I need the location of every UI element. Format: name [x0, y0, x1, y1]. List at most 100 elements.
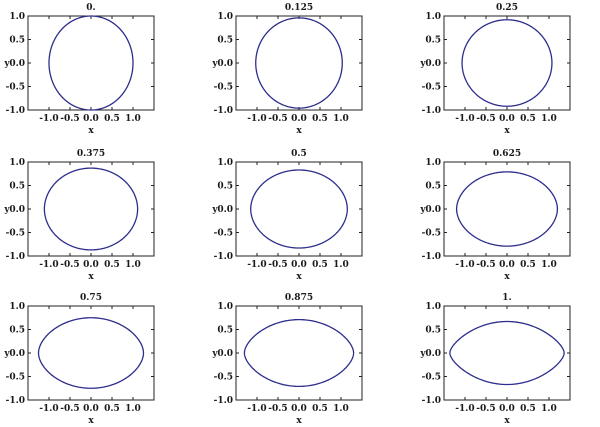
x-axis-label: x: [504, 126, 510, 136]
panel-title: 0.: [86, 3, 95, 13]
x-tick-label: -0.5: [60, 260, 79, 270]
y-axis-label: y: [3, 349, 10, 359]
x-tick-label: 1.0: [125, 404, 141, 414]
x-tick-label: 0.5: [312, 404, 328, 414]
y-tick-label: 0.0: [425, 205, 441, 215]
x-axis-label: x: [88, 126, 94, 136]
y-tick-label: 1.0: [9, 158, 25, 168]
panel-3: 0.375-1.0 -0.5 0.0 0.5 1.0-1.0-0.50.00.51.0x…: [3, 149, 155, 282]
panel-8: 1.-1.0 -0.5 0.0 0.5 1.0-1.0-0.50.00.51.0xy: [419, 293, 571, 426]
x-tick-label: -0.5: [60, 404, 79, 414]
y-tick-label: 1.0: [425, 302, 441, 312]
x-tick-label: 0.0: [499, 404, 515, 414]
panel-7: 0.875-1.0 -0.5 0.0 0.5 1.0-1.0-0.50.00.51.0x…: [211, 293, 363, 426]
panel-title: 0.125: [285, 3, 313, 13]
y-axis-label: y: [3, 205, 10, 215]
y-tick-label: -0.5: [6, 373, 25, 383]
x-tick-label: -0.5: [268, 260, 287, 270]
x-tick-label: -0.5: [268, 114, 287, 124]
curve-series-0: [37, 317, 145, 389]
y-tick-label: 0.0: [425, 59, 441, 69]
x-tick-label: -1.0: [39, 114, 58, 124]
plot-frame: [27, 161, 155, 257]
x-tick-label: -0.5: [476, 260, 495, 270]
x-axis-label: x: [88, 416, 94, 426]
plot-frame: [443, 305, 571, 401]
y-tick-label: 0.5: [217, 36, 233, 46]
y-tick-label: 0.5: [425, 36, 441, 46]
panel-title: 0.5: [291, 149, 307, 159]
x-tick-label: 0.0: [499, 260, 515, 270]
x-tick-label: 1.0: [125, 114, 141, 124]
x-tick-label: -1.0: [247, 114, 266, 124]
y-axis-label: y: [3, 59, 10, 69]
y-tick-label: 0.5: [9, 36, 25, 46]
plot-frame: [235, 161, 363, 257]
x-tick-label: 1.0: [541, 404, 557, 414]
y-tick-label: 0.5: [425, 182, 441, 192]
x-tick-label: 0.0: [83, 260, 99, 270]
y-tick-label: -0.5: [214, 373, 233, 383]
x-axis-label: x: [296, 272, 302, 282]
panel-title: 0.875: [285, 293, 313, 303]
x-tick-label: -1.0: [39, 404, 58, 414]
x-tick-label: -1.0: [455, 114, 474, 124]
y-tick-label: -1.0: [6, 252, 25, 262]
curve-series-0: [449, 320, 565, 386]
y-tick-label: -0.5: [214, 83, 233, 93]
panel-title: 0.375: [77, 149, 105, 159]
y-tick-label: -1.0: [214, 252, 233, 262]
x-tick-label: 1.0: [333, 114, 349, 124]
panel-title: 0.25: [496, 3, 518, 13]
x-tick-label: 0.5: [104, 260, 120, 270]
x-tick-label: -1.0: [455, 404, 474, 414]
y-tick-label: -1.0: [422, 106, 441, 116]
y-tick-label: -1.0: [6, 106, 25, 116]
x-tick-label: 0.0: [499, 114, 515, 124]
y-tick-label: 0.0: [217, 205, 233, 215]
y-tick-label: 0.5: [425, 326, 441, 336]
y-tick-label: -1.0: [214, 396, 233, 406]
x-tick-label: 1.0: [125, 260, 141, 270]
x-tick-label: 1.0: [333, 260, 349, 270]
x-tick-label: 0.0: [291, 114, 307, 124]
y-tick-label: -1.0: [6, 396, 25, 406]
x-tick-label: -0.5: [476, 404, 495, 414]
y-tick-label: -1.0: [422, 396, 441, 406]
x-tick-label: -1.0: [247, 260, 266, 270]
y-tick-label: -0.5: [422, 373, 441, 383]
y-tick-label: 1.0: [217, 158, 233, 168]
plot-frame: [27, 305, 155, 401]
x-axis-label: x: [296, 416, 302, 426]
y-axis-label: y: [419, 205, 426, 215]
y-tick-label: 0.5: [217, 326, 233, 336]
x-axis-label: x: [504, 416, 510, 426]
y-tick-label: 1.0: [9, 12, 25, 22]
y-tick-label: -0.5: [422, 229, 441, 239]
panel-2: 0.25-1.0 -0.5 0.0 0.5 1.0-1.0-0.50.00.51.0xy: [419, 3, 571, 136]
x-tick-label: 0.0: [291, 260, 307, 270]
x-tick-label: 0.5: [312, 260, 328, 270]
panel-4: 0.5-1.0 -0.5 0.0 0.5 1.0-1.0-0.50.00.51.0xy: [211, 149, 363, 282]
y-axis-label: y: [211, 349, 218, 359]
panel-title: 1.: [502, 293, 511, 303]
x-tick-label: 1.0: [541, 114, 557, 124]
y-tick-label: -0.5: [6, 229, 25, 239]
x-tick-label: 0.0: [83, 404, 99, 414]
y-tick-label: 0.5: [217, 182, 233, 192]
x-tick-label: 0.0: [291, 404, 307, 414]
plot-frame: [27, 15, 155, 111]
y-axis-label: y: [419, 59, 426, 69]
x-tick-label: 1.0: [333, 404, 349, 414]
y-tick-label: -0.5: [214, 229, 233, 239]
y-tick-label: 1.0: [217, 12, 233, 22]
panel-1: 0.125-1.0 -0.5 0.0 0.5 1.0-1.0-0.50.00.51.0x…: [211, 3, 363, 136]
x-tick-label: -0.5: [268, 404, 287, 414]
panel-title: 0.625: [493, 149, 521, 159]
y-tick-label: 0.0: [9, 59, 25, 69]
curve-series-0: [48, 15, 134, 111]
x-tick-label: -1.0: [247, 404, 266, 414]
y-tick-label: 0.0: [9, 205, 25, 215]
y-tick-label: 1.0: [9, 302, 25, 312]
